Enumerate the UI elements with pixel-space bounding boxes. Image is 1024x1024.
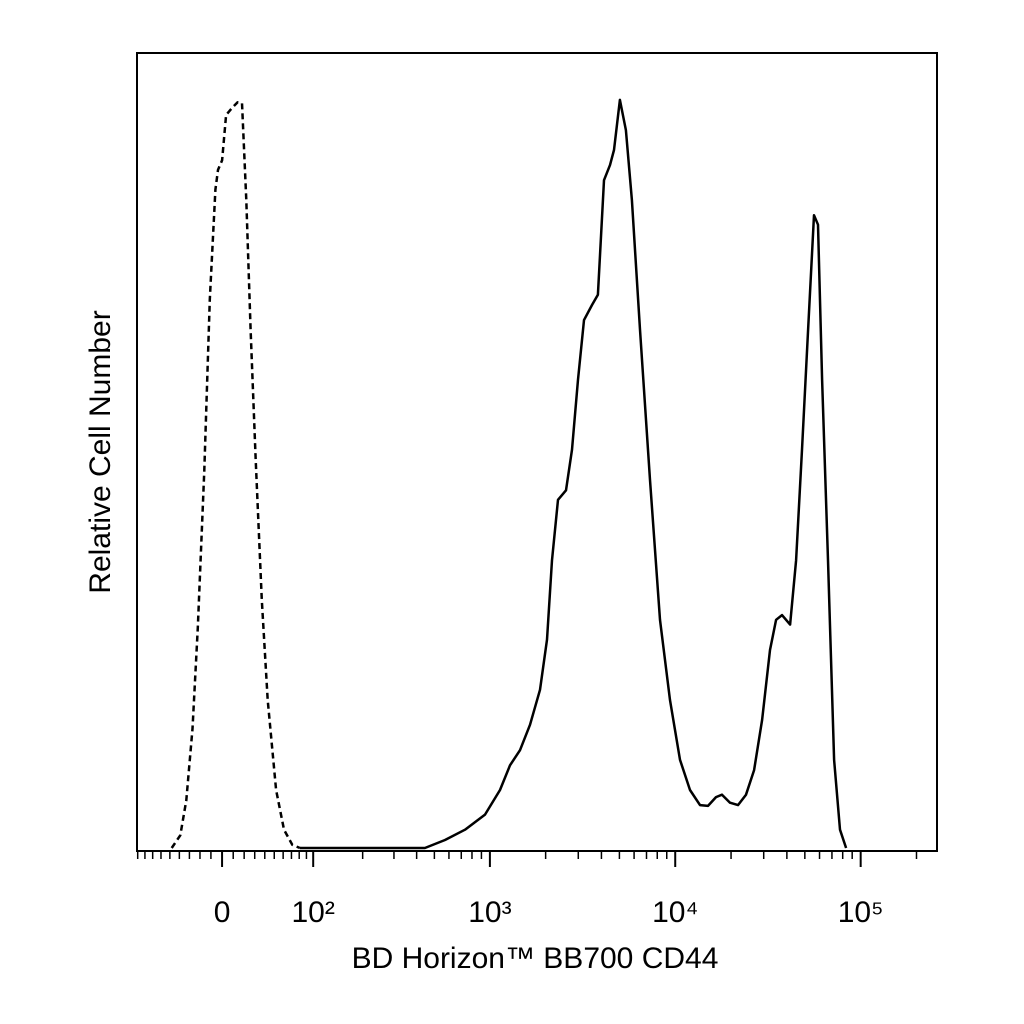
- x-tick-label: 10⁴: [652, 896, 698, 929]
- x-tick-label: 10²: [292, 896, 335, 929]
- histogram-line: [299, 98, 848, 850]
- plot-frame: [136, 52, 938, 852]
- x-tick-label: 0: [214, 896, 231, 929]
- histogram-line: [170, 101, 301, 850]
- x-tick-label: 10⁵: [838, 896, 884, 929]
- x-tick-label: 10³: [468, 896, 511, 929]
- y-axis-label: Relative Cell Number: [84, 310, 117, 593]
- x-axis-label: BD Horizon™ BB700 CD44: [352, 942, 719, 975]
